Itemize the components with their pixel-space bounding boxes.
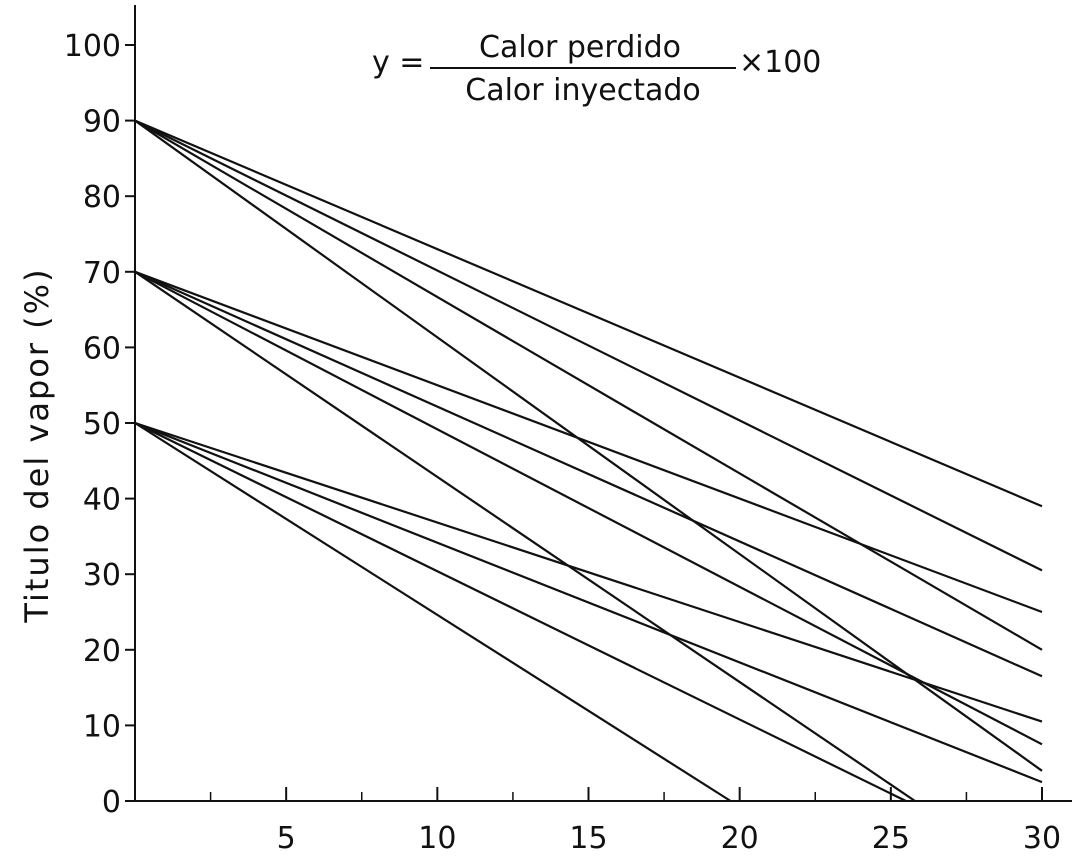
x-tick-label: 10: [418, 821, 456, 856]
series-line: [134, 119, 1043, 772]
series-line: [134, 270, 1043, 614]
series-line: [134, 119, 1043, 508]
y-tick-label: 40: [83, 483, 121, 518]
series-line: [134, 270, 1043, 678]
series-lines: [134, 119, 1043, 802]
x-tick-label: 15: [569, 821, 607, 856]
y-tick-label: 60: [83, 331, 121, 366]
series-line: [134, 422, 907, 802]
formula-annotation: y = Calor perdido Calor inyectado ×100: [372, 30, 821, 108]
tick-labels: 0 10 20 30 40 50 60 70 80 90 100 5 10 15 20 25 30: [64, 29, 1061, 856]
formula-numerator: Calor perdido: [479, 30, 681, 65]
x-tick-label: 25: [872, 821, 910, 856]
y-tick-label: 70: [83, 256, 121, 291]
series-line: [134, 421, 1043, 723]
series-line: [134, 119, 1043, 572]
formula-denominator: Calor inyectado: [465, 73, 701, 108]
series-line: [134, 270, 1043, 746]
y-tick-label: 20: [83, 634, 121, 669]
y-axis-title: Titulo del vapor (%): [18, 267, 56, 623]
y-tick-label: 30: [83, 558, 121, 593]
y-tick-label: 50: [83, 407, 121, 442]
y-tick-label: 100: [64, 29, 121, 64]
tick-marks: [125, 44, 1043, 802]
x-tick-label: 30: [1023, 821, 1061, 856]
series-line: [134, 421, 1043, 784]
series-line: [134, 119, 1043, 651]
formula-rhs: ×100: [739, 45, 821, 80]
y-tick-label: 0: [102, 785, 121, 820]
formula-lhs: y =: [372, 45, 424, 80]
axes: [134, 5, 1072, 802]
x-tick-label: 20: [721, 821, 759, 856]
series-line: [134, 422, 732, 802]
x-tick-label: 5: [277, 821, 296, 856]
y-tick-label: 90: [83, 105, 121, 140]
y-tick-label: 80: [83, 180, 121, 215]
y-tick-label: 10: [83, 709, 121, 744]
series-line: [134, 270, 916, 802]
